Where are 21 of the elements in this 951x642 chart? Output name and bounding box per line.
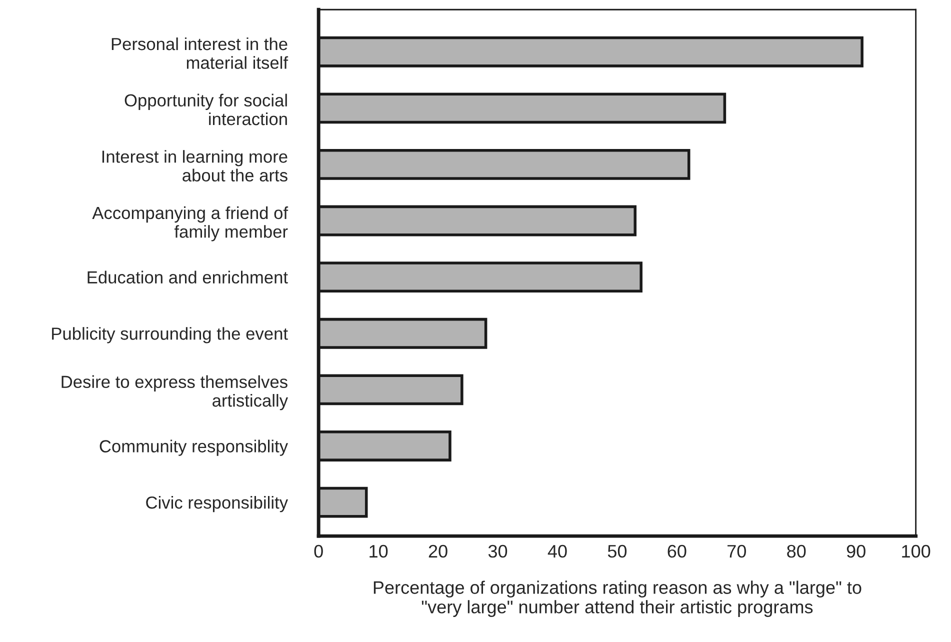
y-tick-label: Opportunity for social interaction xyxy=(124,94,287,126)
y-tick-label: Accompanying a friend of family member xyxy=(92,206,288,242)
x-tick-label: 50 xyxy=(608,544,627,558)
y-tick-label: Interest in learning more about the arts xyxy=(102,150,288,182)
x-tick-label: 10 xyxy=(370,544,388,558)
x-tick-label: 80 xyxy=(787,544,806,558)
x-tick-label: 90 xyxy=(846,544,866,558)
y-tick-label: Community responsiblity xyxy=(100,440,288,456)
x-tick-label: 40 xyxy=(548,544,567,558)
x-axis-title: Percentage of organizations rating reason as why a "large" to "very large" number attend their artistic programs xyxy=(374,580,862,617)
y-tick-label: Desire to express themselves artistically xyxy=(62,375,288,410)
x-tick-label: 0 xyxy=(314,544,323,558)
x-tick-label: 100 xyxy=(902,544,930,558)
x-tick-label: 70 xyxy=(728,544,746,558)
x-tick-label: 60 xyxy=(668,544,686,558)
y-tick-label: Personal interest in the material itself xyxy=(112,37,288,69)
y-tick-label: Education and enrichment xyxy=(88,270,288,284)
x-tick-label: 20 xyxy=(428,544,448,558)
y-tick-label: Civic responsibility xyxy=(146,496,288,512)
x-tick-label: 30 xyxy=(488,544,508,558)
y-tick-label: Publicity surrounding the event xyxy=(52,327,288,344)
